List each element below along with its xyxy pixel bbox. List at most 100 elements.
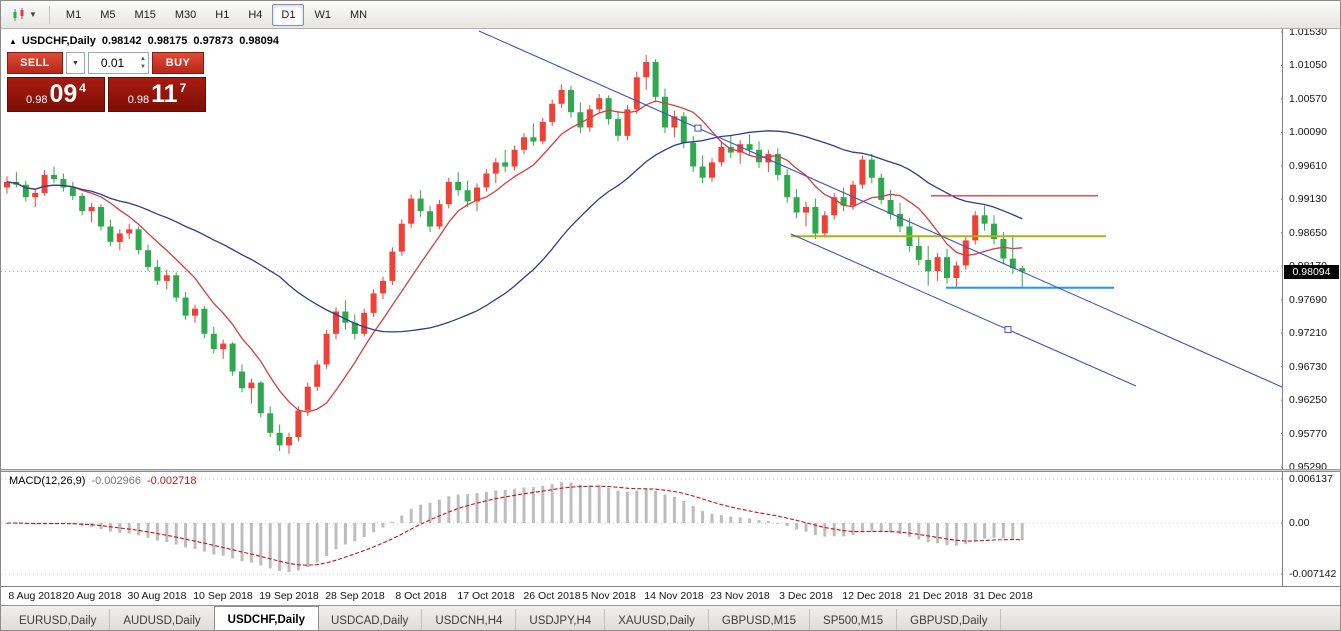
date-axis-label: 19 Sep 2018 <box>259 590 319 602</box>
date-axis-label: 8 Aug 2018 <box>8 590 62 602</box>
timeframe-button-w1[interactable]: W1 <box>314 8 331 21</box>
price-axis-label: 0.99130 <box>1289 193 1327 206</box>
toolbar: ▼ M1 M5 M15 M30 H1 H4 D1 W1 MN <box>1 1 1340 29</box>
close-value: 0.98094 <box>239 35 279 47</box>
price-axis-label: 0.96250 <box>1289 394 1327 407</box>
timeframe-button-h1[interactable]: H1 <box>215 8 230 21</box>
timeframe-button-m15[interactable]: M15 <box>134 8 156 21</box>
lot-preset-dropdown[interactable]: ▼ <box>66 52 85 74</box>
macd-axis[interactable]: 0.006137 0.00 -0.007142 <box>1282 472 1340 586</box>
date-axis[interactable]: 8 Aug 2018 20 Aug 2018 30 Aug 2018 10 Sep 2… <box>1 586 1340 605</box>
timeframe-button-d1[interactable]: D1 <box>272 3 305 26</box>
date-axis-label: 17 Oct 2018 <box>457 590 515 602</box>
timeframe-button-m1[interactable]: M1 <box>65 8 82 21</box>
price-axis-label: 0.95290 <box>1289 460 1327 469</box>
collapse-triangle-icon[interactable]: ▲ <box>9 36 17 46</box>
price-axis-label: 1.00570 <box>1289 92 1327 105</box>
lot-increase-button[interactable]: ▲ <box>140 56 146 62</box>
tab-usdchf-daily[interactable]: USDCHF,Daily <box>213 606 319 630</box>
tab-sp500-m15[interactable]: SP500,M15 <box>810 609 898 630</box>
price-axis-label: 0.98650 <box>1289 226 1327 239</box>
lot-steppers: ▲ ▼ <box>140 55 146 71</box>
date-axis-label: 14 Nov 2018 <box>644 590 704 602</box>
tab-audusd-daily[interactable]: AUDUSD,Daily <box>110 609 215 630</box>
date-axis-label: 10 Sep 2018 <box>193 590 253 602</box>
symbol-label: USDCHF,Daily <box>21 35 96 47</box>
sell-button[interactable]: SELL <box>7 52 63 74</box>
tab-usdjpy-h4[interactable]: USDJPY,H4 <box>516 609 606 630</box>
price-axis-label: 0.95770 <box>1289 427 1327 440</box>
trendline-handle <box>1004 326 1012 334</box>
tab-gbpusd-daily[interactable]: GBPUSD,Daily <box>897 609 1002 630</box>
open-value: 0.98142 <box>101 35 142 47</box>
tab-gbpusd-m15[interactable]: GBPUSD,M15 <box>709 609 811 630</box>
date-axis-label: 8 Oct 2018 <box>395 590 447 602</box>
trendline <box>790 233 1137 387</box>
chart-ohlc-header: ▲ USDCHF,Daily 0.98142 0.98175 0.97873 0… <box>9 35 279 47</box>
macd-label: MACD(12,26,9) -0.002966 -0.002718 <box>9 475 197 487</box>
high-value: 0.98175 <box>147 35 188 47</box>
macd-signal-value: -0.002718 <box>146 475 197 487</box>
macd-axis-label: -0.007142 <box>1289 568 1337 581</box>
macd-canvas[interactable] <box>1 472 1341 586</box>
macd-panel[interactable]: MACD(12,26,9) -0.002966 -0.002718 0.0061… <box>1 472 1341 586</box>
lot-size-value: 0.01 <box>100 56 125 70</box>
date-axis-label: 28 Sep 2018 <box>325 590 385 602</box>
ma-slow-line <box>6 130 1023 333</box>
pane-splitter[interactable] <box>1 469 1340 472</box>
tab-xauusd-daily[interactable]: XAUUSD,Daily <box>605 609 709 630</box>
date-axis-label: 31 Dec 2018 <box>973 590 1033 602</box>
price-axis-label: 1.01530 <box>1289 29 1327 38</box>
price-axis-label: 0.97210 <box>1289 327 1327 340</box>
toolbar-separator <box>48 5 50 24</box>
timeframe-button-mn[interactable]: MN <box>349 8 368 21</box>
date-axis-label: 3 Dec 2018 <box>779 590 833 602</box>
macd-name: MACD(12,26,9) <box>9 475 86 487</box>
chevron-down-icon: ▼ <box>72 59 79 67</box>
timeframe-button-m30[interactable]: M30 <box>174 8 197 21</box>
macd-signal-line <box>7 485 1023 566</box>
sell-price-prefix: 0.98 <box>26 94 48 106</box>
sell-price-display[interactable]: 0.98 09 4 <box>7 77 105 112</box>
macd-axis-label: 0.006137 <box>1289 472 1333 485</box>
date-axis-label: 26 Oct 2018 <box>523 590 581 602</box>
date-axis-label: 20 Aug 2018 <box>62 590 122 602</box>
timeframe-button-m5[interactable]: M5 <box>100 8 116 21</box>
tab-usdcad-daily[interactable]: USDCAD,Daily <box>318 609 423 630</box>
low-value: 0.97873 <box>193 35 234 47</box>
chart-type-button[interactable]: ▼ <box>6 4 42 26</box>
price-axis-label: 0.99610 <box>1289 159 1327 172</box>
tab-usdcnh-h4[interactable]: USDCNH,H4 <box>422 609 517 630</box>
macd-axis-label: 0.00 <box>1289 517 1310 529</box>
buy-price-prefix: 0.98 <box>127 94 150 106</box>
date-axis-label: 23 Nov 2018 <box>710 590 770 602</box>
current-price-badge: 0.98094 <box>1284 264 1339 279</box>
sell-price-big: 09 <box>49 80 78 108</box>
price-axis-label: 1.00090 <box>1289 126 1327 139</box>
macd-main-value: -0.002966 <box>91 475 141 487</box>
buy-price-big: 11 <box>151 80 178 108</box>
price-axis-label: 0.97690 <box>1289 293 1327 306</box>
price-axis-label: 0.96730 <box>1289 360 1327 373</box>
buy-price-display[interactable]: 0.98 11 7 <box>108 77 206 112</box>
tab-eurusd-daily[interactable]: EURUSD,Daily <box>6 609 111 630</box>
chart-tabs: EURUSD,Daily AUDUSD,Daily USDCHF,Daily USDC… <box>1 605 1340 630</box>
trendline-handle <box>694 124 702 132</box>
sell-price-pipette: 4 <box>79 81 86 95</box>
date-axis-label: 12 Dec 2018 <box>842 590 902 602</box>
buy-button[interactable]: BUY <box>152 52 204 74</box>
trendline <box>478 30 1283 388</box>
price-axis[interactable]: 1.01530 1.01050 1.00570 1.00090 0.99610 0.991… <box>1282 29 1340 469</box>
ma-fast-line <box>6 100 1023 413</box>
candlestick-chart-canvas[interactable] <box>1 29 1341 469</box>
lot-size-input[interactable]: 0.01 ▲ ▼ <box>88 52 149 74</box>
timeframe-buttons: M1 M5 M15 M30 H1 H4 D1 W1 MN <box>57 3 376 26</box>
buy-price-pipette: 7 <box>179 81 187 95</box>
candlestick-chart-icon <box>13 7 24 21</box>
lot-decrease-button[interactable]: ▼ <box>140 64 146 70</box>
timeframe-button-h4[interactable]: H4 <box>248 8 263 21</box>
main-chart[interactable]: ▲ USDCHF,Daily 0.98142 0.98175 0.97873 0… <box>1 29 1341 469</box>
one-click-trading-panel: SELL ▼ 0.01 ▲ ▼ BUY 0.98 09 4 0.98 1 <box>7 52 207 112</box>
date-axis-label: 21 Dec 2018 <box>908 590 968 602</box>
